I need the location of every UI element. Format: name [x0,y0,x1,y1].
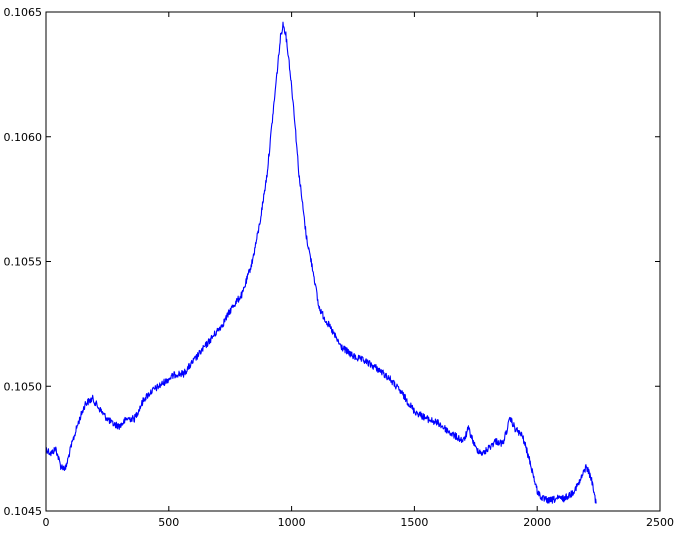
x-tick-label: 1000 [278,516,306,529]
x-tick-label: 2000 [523,516,551,529]
tick-labels: 0 500 1000 1500 2000 2500 0.1045 0.1050 0.1055 0.… [4,6,675,529]
x-tick-label: 2500 [646,516,674,529]
series-line [45,21,597,504]
x-tick-label: 500 [158,516,179,529]
x-tick-label: 0 [43,516,50,529]
y-tick-label: 0.1050 [4,380,43,393]
axis-ticks [45,11,661,512]
y-tick-label: 0.1055 [4,256,43,269]
x-tick-label: 1500 [400,516,428,529]
y-tick-label: 0.1060 [4,131,43,144]
y-tick-label: 0.1065 [4,6,43,19]
plot-area [45,21,597,504]
y-tick-label: 0.1045 [4,505,43,518]
